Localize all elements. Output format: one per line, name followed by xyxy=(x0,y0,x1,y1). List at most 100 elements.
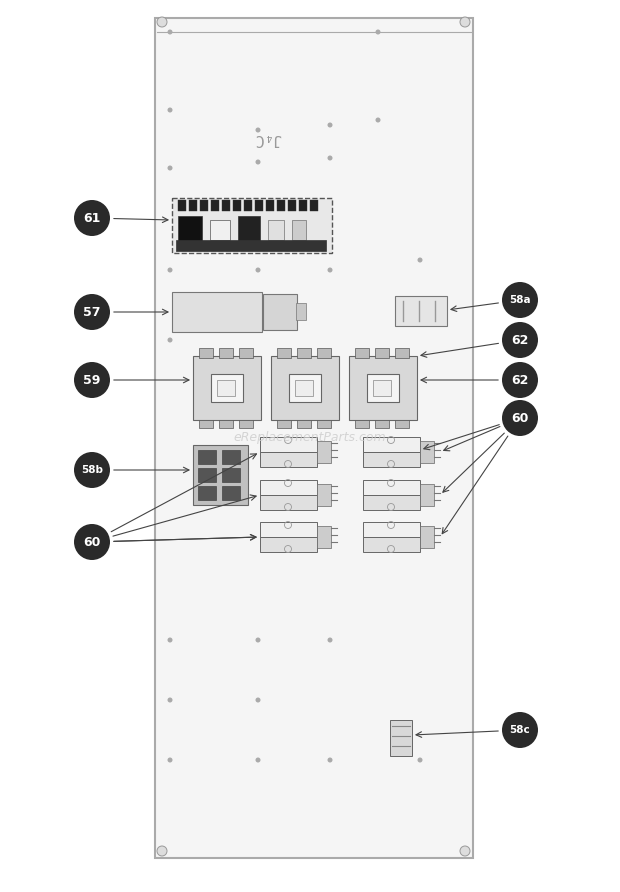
Bar xyxy=(178,200,186,211)
Bar xyxy=(239,348,253,358)
Bar xyxy=(260,437,317,452)
Bar xyxy=(355,348,369,358)
Bar xyxy=(349,356,417,420)
Circle shape xyxy=(502,322,538,358)
Bar xyxy=(299,200,307,211)
Bar xyxy=(198,468,216,482)
Bar xyxy=(395,296,447,326)
Bar xyxy=(217,380,235,396)
Circle shape xyxy=(376,29,381,35)
Circle shape xyxy=(255,757,260,763)
Bar xyxy=(317,526,331,548)
Bar xyxy=(193,356,261,420)
Circle shape xyxy=(74,452,110,488)
Bar xyxy=(260,522,317,537)
Text: 57: 57 xyxy=(83,305,100,318)
Bar xyxy=(363,537,420,552)
Bar xyxy=(420,484,434,506)
Bar xyxy=(277,348,291,358)
Circle shape xyxy=(255,268,260,272)
Bar xyxy=(266,200,274,211)
Bar xyxy=(277,420,291,428)
Circle shape xyxy=(327,638,332,642)
Circle shape xyxy=(167,698,172,703)
Circle shape xyxy=(502,400,538,436)
Bar xyxy=(198,486,216,500)
Bar xyxy=(219,420,233,428)
Bar xyxy=(238,216,260,242)
Circle shape xyxy=(417,757,422,763)
Bar xyxy=(239,420,253,428)
Bar xyxy=(222,486,240,500)
Bar xyxy=(295,380,313,396)
Circle shape xyxy=(167,268,172,272)
Bar xyxy=(395,348,409,358)
Bar xyxy=(373,380,391,396)
Bar xyxy=(271,356,339,420)
Text: J₄C: J₄C xyxy=(254,130,281,145)
Text: 58c: 58c xyxy=(510,725,530,735)
Bar xyxy=(420,526,434,548)
Bar xyxy=(178,216,202,242)
Bar xyxy=(198,450,216,464)
Circle shape xyxy=(327,757,332,763)
Text: 62: 62 xyxy=(512,334,529,346)
Circle shape xyxy=(460,17,470,27)
Circle shape xyxy=(376,118,381,122)
Bar xyxy=(193,445,248,505)
Circle shape xyxy=(74,524,110,560)
Bar xyxy=(390,720,412,756)
Bar xyxy=(199,348,213,358)
Bar xyxy=(199,420,213,428)
Circle shape xyxy=(167,757,172,763)
Bar xyxy=(222,450,240,464)
Circle shape xyxy=(417,258,422,262)
Circle shape xyxy=(327,122,332,128)
Bar xyxy=(317,441,331,463)
Bar xyxy=(289,374,321,402)
Bar xyxy=(172,198,332,253)
Text: 62: 62 xyxy=(512,374,529,386)
Bar xyxy=(296,303,306,320)
Circle shape xyxy=(167,108,172,112)
Text: 61: 61 xyxy=(83,211,100,225)
Bar xyxy=(263,294,297,330)
Bar xyxy=(420,441,434,463)
Circle shape xyxy=(74,200,110,236)
Bar xyxy=(375,348,389,358)
Bar xyxy=(363,522,420,537)
Bar xyxy=(375,420,389,428)
Bar xyxy=(363,452,420,467)
Bar xyxy=(277,200,285,211)
Text: eReplacementParts.com: eReplacementParts.com xyxy=(234,432,386,444)
Bar xyxy=(260,452,317,467)
Circle shape xyxy=(255,128,260,133)
Bar xyxy=(260,495,317,510)
Circle shape xyxy=(502,712,538,748)
Bar xyxy=(155,18,473,858)
Circle shape xyxy=(167,166,172,170)
Text: 60: 60 xyxy=(512,411,529,425)
Bar xyxy=(363,480,420,495)
Bar xyxy=(219,348,233,358)
Bar xyxy=(268,220,284,240)
Circle shape xyxy=(460,846,470,856)
Bar xyxy=(255,200,263,211)
Bar xyxy=(317,420,331,428)
Bar xyxy=(260,537,317,552)
Bar xyxy=(363,495,420,510)
Bar xyxy=(233,200,241,211)
Text: 58a: 58a xyxy=(509,295,531,305)
Circle shape xyxy=(167,337,172,343)
Bar xyxy=(297,420,311,428)
Bar xyxy=(189,200,197,211)
Circle shape xyxy=(327,268,332,272)
Circle shape xyxy=(157,17,167,27)
Bar xyxy=(363,437,420,452)
Text: 59: 59 xyxy=(83,374,100,386)
Bar xyxy=(367,374,399,402)
Circle shape xyxy=(255,160,260,164)
Circle shape xyxy=(255,698,260,703)
Bar xyxy=(244,200,252,211)
Bar xyxy=(297,348,311,358)
